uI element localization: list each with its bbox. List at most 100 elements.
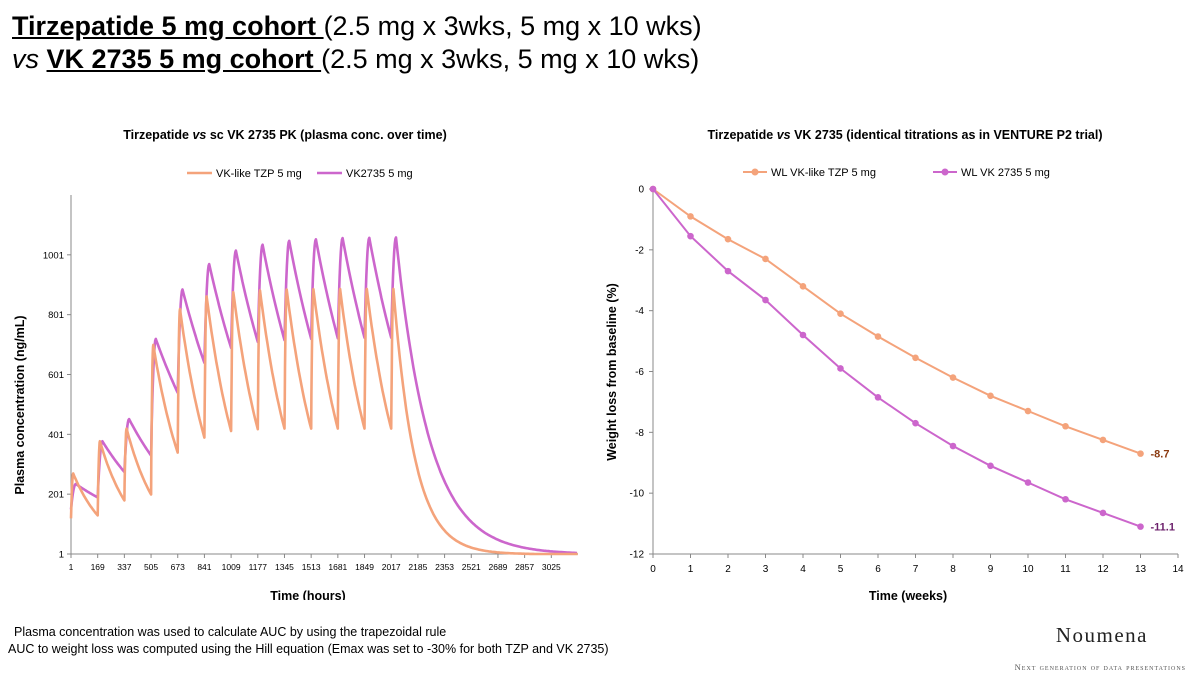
wl-series-vk2735-point (1099, 509, 1107, 517)
title-vk-regimen: (2.5 mg x 3wks, 5 mg x 10 wks) (321, 44, 700, 74)
slide-title: Tirzepatide 5 mg cohort (2.5 mg x 3wks, … (12, 10, 702, 76)
wl-series-vk2735-point (949, 442, 957, 450)
pk-y-axis: 1 201 401 601 801 1001 (43, 195, 72, 561)
pk-y-tick-label: 801 (48, 310, 64, 321)
wl-series-tzp-line (652, 188, 1141, 455)
pk-x-axis-label: Time (hours) (270, 589, 345, 600)
pk-x-tick-label: 1345 (275, 562, 294, 572)
pk-y-tick-label: 1001 (43, 250, 64, 261)
pk-x-tick-label: 1849 (355, 562, 374, 572)
pk-y-tick-label: 201 (48, 490, 64, 501)
wl-legend: WL VK-like TZP 5 mg WL VK 2735 5 mg (743, 167, 1050, 179)
wl-x-tick-label: 5 (838, 564, 844, 575)
wl-series-tzp-point (874, 333, 882, 340)
pk-series-vk2735-line (69, 236, 578, 555)
title-vk-cohort: VK 2735 5 mg cohort (46, 44, 322, 74)
pk-y-tick-label: 601 (48, 370, 64, 381)
wl-series-tzp-point (949, 374, 957, 381)
pk-x-tick-label: 2185 (408, 562, 427, 572)
pk-plot-area (69, 236, 578, 556)
wl-legend-label-tzp: WL VK-like TZP 5 mg (771, 167, 876, 179)
wl-series-vk2735-point (874, 394, 882, 401)
footnote-auc-method: Plasma concentration was used to calcula… (14, 625, 447, 639)
pk-x-tick-label: 1 (69, 562, 74, 572)
wl-series-tzp-point (724, 235, 732, 243)
pk-x-tick-label: 2353 (435, 562, 454, 572)
wl-x-tick-label: 7 (913, 564, 919, 575)
wl-series-vk2735-line (652, 188, 1141, 528)
wl-series-vk2735-point (987, 462, 994, 470)
wl-series-tzp-point (687, 213, 694, 220)
pk-x-tick-label: 1009 (222, 562, 241, 572)
pk-series-tzp-line (69, 287, 578, 556)
wl-x-tick-label: 0 (650, 564, 656, 575)
wl-series-vk2735-point (724, 267, 732, 275)
wl-chart-title: Tirzepatide vs VK 2735 (identical titrat… (707, 128, 1102, 142)
pk-y-tick-label: 1 (59, 550, 64, 561)
pk-x-tick-label: 169 (91, 562, 105, 572)
wl-y-tick-label: -4 (635, 306, 644, 317)
wl-legend-marker-tzp (751, 168, 759, 176)
pk-x-tick-label: 1681 (328, 562, 347, 572)
wl-x-tick-label: 14 (1172, 564, 1184, 575)
wl-series-vk2735-point (687, 232, 694, 240)
wl-y-axis-label: Weight loss from baseline (%) (605, 283, 619, 461)
pk-x-tick-label: 3025 (542, 562, 561, 572)
wl-series-tzp-point (762, 255, 769, 263)
wl-y-tick-label: -6 (635, 367, 644, 378)
wl-series-tzp-point (837, 310, 844, 318)
wl-y-tick-label: -10 (630, 489, 645, 500)
pk-x-tick-label: 2857 (515, 562, 534, 572)
wl-series-vk2735-point (762, 296, 769, 304)
wl-series-tzp-point (987, 392, 994, 400)
pk-chart-title: Tirzepatide vs sc VK 2735 PK (plasma con… (123, 128, 447, 142)
title-tzp-regimen: (2.5 mg x 3wks, 5 mg x 10 wks) (323, 11, 702, 41)
wl-x-tick-label: 6 (875, 564, 881, 575)
pk-x-tick-label: 841 (197, 562, 211, 572)
brand-tagline: Next generation of data presentations (1014, 662, 1186, 672)
wl-series-tzp-point (1062, 422, 1069, 430)
pk-x-axis: 1 169 337 505 673 841 1009 1177 1345 1513 1681 1849… (69, 553, 578, 572)
wl-y-tick-label: -12 (630, 550, 645, 561)
pk-x-tick-label: 2689 (488, 562, 507, 572)
wl-x-tick-label: 8 (950, 564, 956, 575)
pk-chart: Tirzepatide vs sc VK 2735 PK (plasma con… (13, 128, 578, 600)
wl-series-tzp-point (1137, 450, 1144, 457)
wl-y-tick-label: -2 (635, 245, 644, 256)
wl-series-vk2735-end-label: -11.1 (1151, 522, 1175, 534)
wl-x-tick-label: 12 (1097, 564, 1109, 575)
wl-x-tick-label: 10 (1022, 564, 1034, 575)
pk-x-tick-label: 1177 (249, 562, 268, 572)
pk-x-tick-label: 2521 (462, 562, 481, 572)
wl-x-tick-label: 11 (1060, 564, 1071, 575)
wl-series-vk2735-point (837, 365, 844, 372)
pk-x-tick-label: 673 (171, 562, 185, 572)
pk-x-tick-label: 337 (117, 562, 131, 572)
wl-chart: Tirzepatide vs VK 2735 (identical titrat… (605, 128, 1184, 603)
pk-x-tick-label: 2017 (382, 562, 401, 572)
title-line-2: vs VK 2735 5 mg cohort (2.5 mg x 3wks, 5… (12, 43, 702, 76)
wl-legend-marker-vk (941, 168, 949, 176)
wl-series-tzp-point (912, 354, 919, 362)
wl-y-tick-label: 0 (638, 185, 644, 196)
wl-series-tzp-point (799, 283, 807, 290)
wl-series-vk2735-point (799, 331, 807, 339)
wl-series-tzp-point (1099, 436, 1107, 444)
title-vs: vs (12, 44, 47, 74)
wl-x-tick-label: 4 (800, 564, 806, 575)
pk-x-tick-label: 505 (144, 562, 158, 572)
wl-x-tick-label: 3 (763, 564, 769, 575)
wl-series-tzp-point (1024, 407, 1032, 415)
wl-series-vk2735-point (912, 419, 919, 427)
pk-y-tick-label: 401 (48, 430, 64, 441)
wl-series-vk2735-point (1024, 479, 1032, 486)
wl-x-axis-label: Time (weeks) (869, 589, 947, 603)
wl-y-tick-label: -8 (635, 428, 644, 439)
wl-y-axis: 0 -2 -4 -6 -8 -10 -12 (630, 185, 654, 561)
wl-x-tick-label: 2 (725, 564, 731, 575)
pk-legend-label-vk: VK2735 5 mg (346, 168, 413, 180)
wl-series-vk2735-point (1062, 495, 1069, 503)
pk-x-tick-label: 1513 (302, 562, 321, 572)
wl-x-tick-label: 1 (688, 564, 694, 575)
brand-logo-text: Noumena (1055, 623, 1148, 647)
